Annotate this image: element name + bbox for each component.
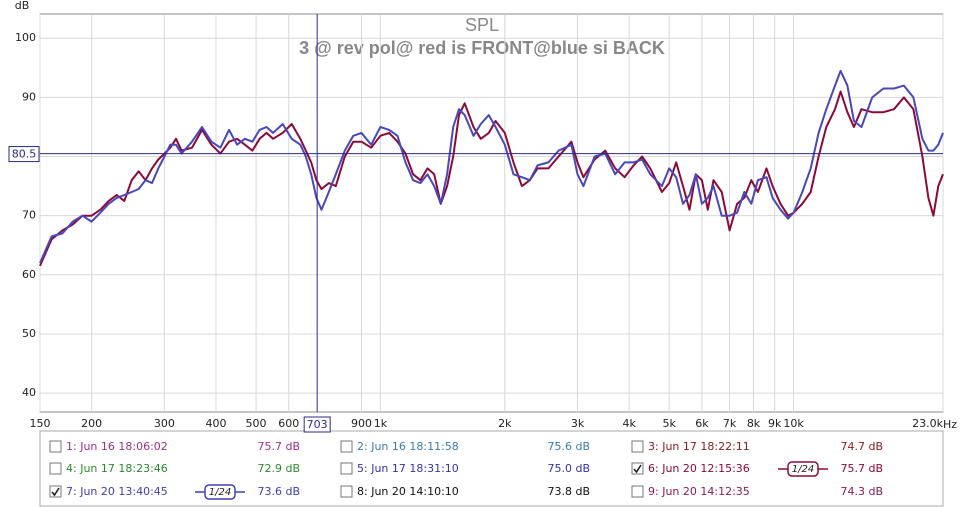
measurement-name[interactable]: 7: Jun 20 13:40:45 xyxy=(66,485,168,498)
checkbox[interactable] xyxy=(49,485,62,498)
checkbox[interactable] xyxy=(631,440,644,453)
cursor-y-box xyxy=(8,146,40,163)
smoothing-badge[interactable] xyxy=(787,461,819,477)
cursor-x-label: 703 xyxy=(307,418,328,431)
measurement-name[interactable]: 1: Jun 16 18:06:02 xyxy=(66,440,168,453)
measurement-level: 75.0 dB xyxy=(547,462,590,475)
checkmark xyxy=(633,464,642,474)
x-tick-label: 900 xyxy=(351,417,372,430)
x-tick-label: 150 xyxy=(30,417,51,430)
y-tick-label: 60 xyxy=(22,268,36,281)
x-tick-label: 600 xyxy=(278,417,299,430)
measurement-level: 73.8 dB xyxy=(547,485,590,498)
measurement-name[interactable]: 8: Jun 20 14:10:10 xyxy=(357,485,459,498)
checkbox[interactable] xyxy=(631,462,644,475)
plot-area xyxy=(39,13,944,413)
y-tick-label: 40 xyxy=(22,386,36,399)
x-tick-label: 5k xyxy=(662,417,676,430)
x-tick-label: 1k xyxy=(374,417,388,430)
checkbox[interactable] xyxy=(340,440,353,453)
measurement-level: 74.3 dB xyxy=(840,485,883,498)
x-tick-label: 2k xyxy=(498,417,512,430)
smoothing-label: 1/24 xyxy=(209,487,231,498)
measurement-level: 75.7 dB xyxy=(840,462,883,475)
y-tick-label: 70 xyxy=(22,209,36,222)
y-tick-label: 90 xyxy=(22,90,36,103)
measurement-name[interactable]: 5: Jun 17 18:31:10 xyxy=(357,462,459,475)
y-tick-label: 50 xyxy=(22,327,36,340)
y-unit: dB xyxy=(15,0,30,12)
x-unit: Hz xyxy=(943,418,957,431)
x-tick-label: 23.0k xyxy=(912,417,943,430)
checkbox[interactable] xyxy=(340,462,353,475)
x-tick-label: 500 xyxy=(246,417,267,430)
measurement-level: 73.6 dB xyxy=(257,485,300,498)
measurement-level: 75.7 dB xyxy=(257,440,300,453)
measurement-name[interactable]: 9: Jun 20 14:12:35 xyxy=(648,485,750,498)
y-tick-label: 100 xyxy=(15,31,36,44)
spl-curve xyxy=(39,69,944,264)
x-tick-label: 7k xyxy=(723,417,737,430)
measurement-level: 75.6 dB xyxy=(547,440,590,453)
x-tick-label: 3k xyxy=(571,417,585,430)
x-tick-label: 4k xyxy=(622,417,636,430)
checkbox[interactable] xyxy=(49,440,62,453)
checkbox[interactable] xyxy=(49,462,62,475)
measurement-name[interactable]: 6: Jun 20 12:15:36 xyxy=(648,462,750,475)
measurement-name[interactable]: 4: Jun 17 18:23:46 xyxy=(66,462,168,475)
measurement-name[interactable]: 2: Jun 16 18:11:58 xyxy=(357,440,459,453)
checkbox[interactable] xyxy=(340,485,353,498)
x-tick-label: 400 xyxy=(205,417,226,430)
x-tick-label: 200 xyxy=(81,417,102,430)
x-tick-label: 300 xyxy=(154,417,175,430)
measurement-level: 74.7 dB xyxy=(840,440,883,453)
chart-title: SPL xyxy=(465,15,499,35)
x-tick-label: 9k xyxy=(768,417,782,430)
cursor-y-label: 80.5 xyxy=(12,148,37,161)
smoothing-badge[interactable] xyxy=(204,484,236,500)
measurement-name[interactable]: 3: Jun 17 18:22:11 xyxy=(648,440,750,453)
measurement-level: 72.9 dB xyxy=(257,462,300,475)
smoothing-label: 1/24 xyxy=(792,464,814,475)
cursor-x-box xyxy=(303,416,331,433)
x-tick-label: 8k xyxy=(747,417,761,430)
checkbox[interactable] xyxy=(631,485,644,498)
x-tick-label: 6k xyxy=(695,417,709,430)
x-tick-label: 10k xyxy=(783,417,804,430)
checkmark xyxy=(51,487,60,497)
chart-subtitle: 3 @ rev pol@ red is FRONT@blue si BACK xyxy=(299,38,665,58)
